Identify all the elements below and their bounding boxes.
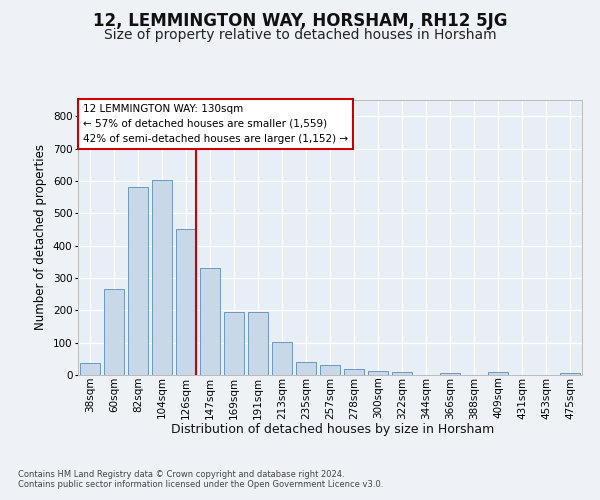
Bar bbox=[248, 312, 268, 375]
Bar bbox=[488, 372, 508, 375]
Bar bbox=[440, 374, 460, 375]
Bar bbox=[128, 188, 148, 375]
Y-axis label: Number of detached properties: Number of detached properties bbox=[34, 144, 47, 330]
Text: Size of property relative to detached houses in Horsham: Size of property relative to detached ho… bbox=[104, 28, 496, 42]
Bar bbox=[104, 290, 124, 375]
Text: Distribution of detached houses by size in Horsham: Distribution of detached houses by size … bbox=[172, 422, 494, 436]
Bar bbox=[320, 364, 340, 375]
Bar bbox=[176, 230, 196, 375]
Bar bbox=[344, 368, 364, 375]
Bar bbox=[200, 268, 220, 375]
Text: Contains public sector information licensed under the Open Government Licence v3: Contains public sector information licen… bbox=[18, 480, 383, 489]
Bar bbox=[152, 180, 172, 375]
Bar bbox=[392, 372, 412, 375]
Text: 12, LEMMINGTON WAY, HORSHAM, RH12 5JG: 12, LEMMINGTON WAY, HORSHAM, RH12 5JG bbox=[93, 12, 507, 30]
Bar bbox=[272, 342, 292, 375]
Text: Contains HM Land Registry data © Crown copyright and database right 2024.: Contains HM Land Registry data © Crown c… bbox=[18, 470, 344, 479]
Bar bbox=[224, 312, 244, 375]
Text: 12 LEMMINGTON WAY: 130sqm
← 57% of detached houses are smaller (1,559)
42% of se: 12 LEMMINGTON WAY: 130sqm ← 57% of detac… bbox=[83, 104, 348, 144]
Bar bbox=[560, 374, 580, 375]
Bar bbox=[368, 371, 388, 375]
Bar bbox=[296, 362, 316, 375]
Bar bbox=[80, 363, 100, 375]
